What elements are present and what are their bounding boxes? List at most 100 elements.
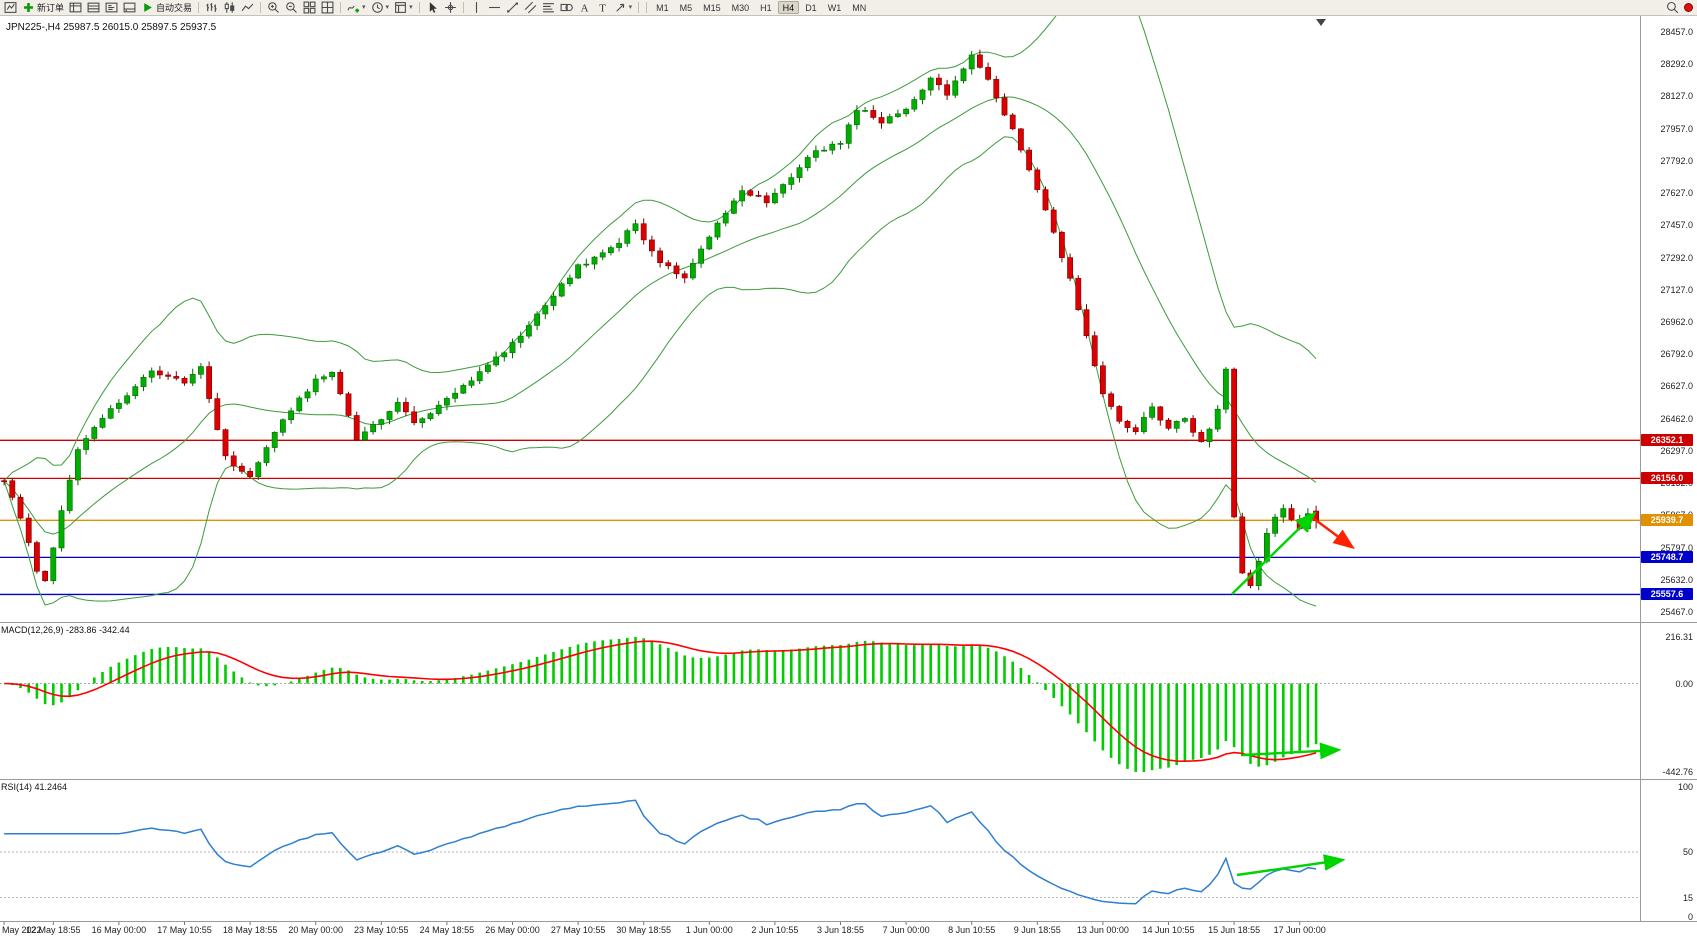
rsi-scale-label: 100 <box>1677 782 1693 792</box>
price-axis-label: 27127.0 <box>1660 284 1693 295</box>
time-axis-label: 7 Jun 00:00 <box>882 925 930 935</box>
periods-button[interactable]: ▾ <box>369 1 392 15</box>
fibo-icon <box>542 1 555 14</box>
chart-shift-marker-icon[interactable] <box>1316 19 1326 26</box>
data-window-button[interactable] <box>85 1 102 15</box>
timeframe-h1-button[interactable]: H1 <box>760 3 772 13</box>
timeframe-m15-button[interactable]: M15 <box>703 3 721 13</box>
zoom-out-icon <box>285 1 298 14</box>
chevron-down-icon: ▾ <box>385 3 390 11</box>
shapes-button[interactable] <box>558 1 575 15</box>
time-axis-label: 3 Jun 18:55 <box>816 925 865 935</box>
alert-indicator[interactable] <box>1684 3 1693 12</box>
price-axis-label: 27627.0 <box>1660 188 1693 199</box>
price-axis-label: 28292.0 <box>1660 59 1693 70</box>
horizontal-price-lines[interactable] <box>0 439 1640 596</box>
text-label-button[interactable]: T <box>594 1 611 15</box>
time-axis-label: May 2022 <box>2 925 42 935</box>
text-button[interactable]: A <box>576 1 593 15</box>
time-axis-label: 24 May 18:55 <box>419 925 475 935</box>
arrows-button[interactable]: ▾ <box>612 1 635 15</box>
chevron-down-icon: ▾ <box>409 3 413 11</box>
chart-title: JPN225-,H4 25987.5 26015.0 25897.5 25937… <box>6 22 217 33</box>
macd-panel-separator[interactable] <box>0 622 1697 623</box>
autotrading-button-label: 自动交易 <box>156 2 193 13</box>
zoom-in-icon <box>267 1 280 14</box>
candlestick-chart-button[interactable] <box>221 1 238 15</box>
market-watch-icon <box>69 1 82 14</box>
indicators-button[interactable]: ▾ <box>345 1 368 15</box>
price-tag-25748.7: 25748.7 <box>1641 551 1693 564</box>
chart-window-icon <box>4 1 17 14</box>
bollinger-bands <box>3 16 1317 607</box>
timeframe-m30-button[interactable]: M30 <box>731 3 750 13</box>
auto-arrange-button[interactable] <box>319 1 336 15</box>
vline-icon <box>470 1 483 14</box>
search-button[interactable] <box>1666 1 1679 14</box>
crosshair-button[interactable] <box>442 1 459 15</box>
timeframe-h4-button[interactable]: H4 <box>777 1 800 14</box>
price-axis-label: 26792.0 <box>1660 349 1693 360</box>
equidistant-channel-button[interactable] <box>522 1 539 15</box>
fibonacci-button[interactable] <box>540 1 557 15</box>
indicator-plus-icon <box>347 1 360 14</box>
cursor-button[interactable] <box>424 1 441 15</box>
timeframe-m5-button[interactable]: M5 <box>679 3 693 13</box>
arrow-tool-icon <box>614 1 627 14</box>
toolbar-separator <box>198 2 200 13</box>
svg-text:T: T <box>599 2 606 14</box>
vertical-line-button[interactable] <box>468 1 485 15</box>
navigator-icon <box>105 1 118 14</box>
time-axis-label: 2 Jun 10:55 <box>751 925 799 935</box>
templates-button[interactable]: ▾ <box>392 1 415 15</box>
horizontal-line-button[interactable] <box>486 1 503 15</box>
timeframe-mn-button[interactable]: MN <box>852 3 867 13</box>
price-tag-25939.7: 25939.7 <box>1641 514 1693 527</box>
text-t-icon: T <box>596 1 609 14</box>
rsi-line <box>4 799 1317 905</box>
tile-windows-button[interactable] <box>301 1 318 15</box>
line-chart-button[interactable] <box>239 1 256 15</box>
text-a-icon: A <box>578 1 591 14</box>
chevron-down-icon: ▾ <box>362 3 366 11</box>
data-window-icon <box>87 1 100 14</box>
line-icon <box>241 1 254 14</box>
macd-bullish-arrow <box>1242 742 1342 760</box>
svg-text:A: A <box>580 2 588 14</box>
zoom-in-button[interactable] <box>265 1 282 15</box>
navigator-button[interactable] <box>103 1 120 15</box>
timeframe-d1-button[interactable]: D1 <box>805 3 817 13</box>
bar-chart-button[interactable] <box>203 1 220 15</box>
rsi-panel-separator[interactable] <box>0 779 1697 780</box>
candles-layer[interactable] <box>1 49 1319 591</box>
rsi-scale-label: 0 <box>1687 912 1693 922</box>
price-tag-26156.0: 26156.0 <box>1641 472 1693 485</box>
toolbar-separator <box>646 2 648 13</box>
plus-green-icon <box>22 1 35 14</box>
macd-scale-zero: 0.00 <box>1675 678 1693 689</box>
crosshair-icon <box>444 1 457 14</box>
timeframe-m1-button[interactable]: M1 <box>656 3 669 13</box>
terminal-button[interactable] <box>121 1 138 15</box>
time-axis-label: 23 May 10:55 <box>354 925 409 935</box>
time-axis-label: 9 Jun 18:55 <box>1013 925 1061 935</box>
autotrading-button[interactable]: 自动交易 <box>139 1 194 15</box>
market-watch-button[interactable] <box>67 1 84 15</box>
time-axis-label: 1 Jun 00:00 <box>685 925 733 935</box>
new-order-button[interactable]: 新订单 <box>20 1 66 15</box>
price-axis-label: 27957.0 <box>1660 123 1693 134</box>
trendline-button[interactable] <box>504 1 521 15</box>
cursor-icon <box>426 1 439 14</box>
zoom-out-button[interactable] <box>283 1 300 15</box>
shapes-icon <box>560 1 573 14</box>
terminal-icon <box>123 1 136 14</box>
timeframe-w1-button[interactable]: W1 <box>827 3 842 13</box>
candles-icon <box>223 1 236 14</box>
time-axis-label: 16 May 00:00 <box>91 925 147 935</box>
toolbar-separator <box>260 2 262 13</box>
time-axis-label: 27 May 10:55 <box>550 925 606 935</box>
new-chart-button[interactable] <box>2 1 19 15</box>
time-axis-label: 30 May 18:55 <box>616 925 671 935</box>
price-tag-26352.1: 26352.1 <box>1641 434 1693 447</box>
